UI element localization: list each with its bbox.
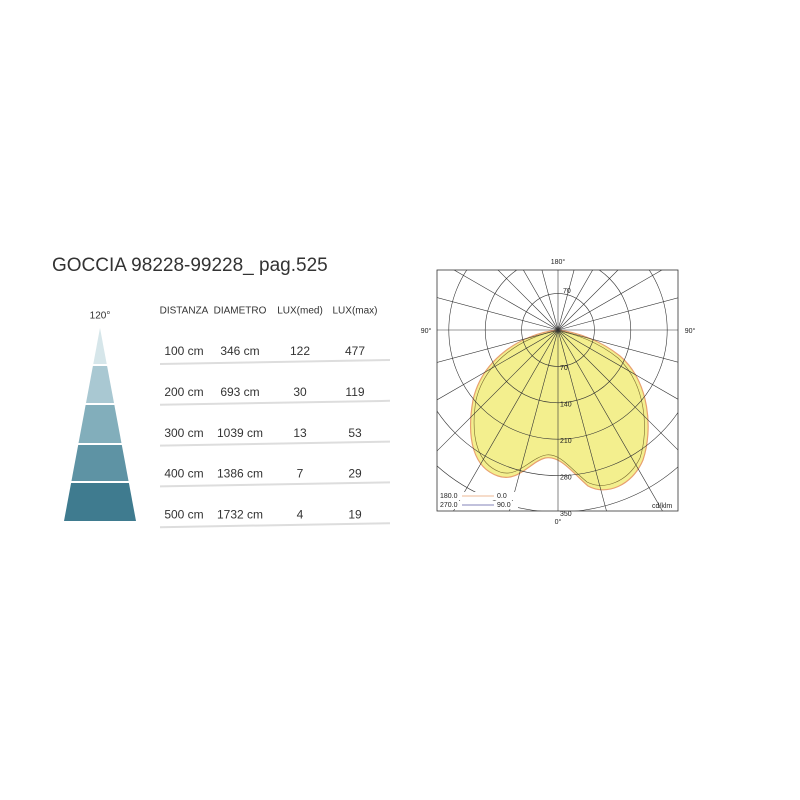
cell: 19 (348, 507, 362, 521)
cell: 300 cm (164, 426, 203, 440)
ring-label: 70 (560, 365, 568, 372)
radial (557, 329, 663, 511)
cell: 53 (348, 426, 362, 440)
beam-segment (93, 328, 107, 364)
cell: 100 cm (164, 344, 203, 358)
beam-segment (78, 405, 122, 443)
row-rule (160, 399, 390, 406)
column-header: LUX(med) (277, 306, 323, 317)
legend-label: 90.0 (497, 502, 511, 509)
radial (557, 297, 678, 331)
radial (557, 329, 607, 511)
unit: cd/klm (652, 503, 672, 510)
column-header: DISTANZA (160, 306, 209, 317)
radial (557, 270, 663, 331)
radial (557, 329, 678, 400)
radial (557, 329, 678, 451)
legend-label: 0.0 (497, 493, 507, 500)
light-distribution-line (473, 330, 645, 486)
cell: 477 (345, 344, 365, 358)
angle-label: 90° (685, 327, 696, 335)
cell: 30 (293, 385, 307, 399)
beam-cone (64, 328, 136, 521)
cell: 1039 cm (217, 426, 263, 440)
angle-label: 90° (421, 327, 432, 335)
column-header: DIAMETRO (214, 306, 267, 317)
ring-label: 210 (560, 438, 572, 445)
radial (453, 270, 559, 331)
cell: 1386 cm (217, 467, 263, 481)
beam-segment (71, 445, 129, 481)
cell: 346 cm (220, 344, 259, 358)
polar-labels: 180° 90° 90° 0° 70 cd/klm 70 140 210 280 350… (421, 258, 696, 526)
title: GOCCIA 98228-99228_ pag.525 (52, 255, 328, 276)
polar-grid (437, 270, 678, 511)
radial (523, 270, 559, 331)
cell: 7 (297, 467, 304, 481)
cell: 1732 cm (217, 507, 263, 521)
legend-label: 180.0 (440, 493, 458, 500)
cell: 500 cm (164, 507, 203, 521)
radial (509, 329, 559, 511)
beam-angle: 120° (90, 311, 111, 322)
cell: 13 (293, 426, 307, 440)
ring-label: 140 (560, 402, 572, 409)
light-distribution (470, 329, 649, 491)
angle-label: 180° (551, 258, 566, 266)
beam-segment (64, 483, 136, 521)
row-rule (160, 481, 390, 488)
radial (497, 270, 559, 331)
cell: 29 (348, 467, 362, 481)
cell: 693 cm (220, 385, 259, 399)
radial (437, 329, 559, 363)
row-rule (160, 440, 390, 447)
column-header: LUX(max) (332, 306, 377, 317)
table: DISTANZA DIAMETRO LUX(med) LUX(max) 100 cm 34… (160, 306, 390, 529)
row-rule (160, 359, 390, 365)
radial (557, 329, 678, 363)
row-rule (160, 522, 390, 529)
cell: 200 cm (164, 385, 203, 399)
cell: 119 (345, 385, 364, 399)
beam-segment (86, 366, 114, 403)
radial (437, 329, 559, 401)
ring-label: 350 (560, 511, 572, 518)
angle-label: 0° (555, 518, 562, 526)
cell: 4 (297, 507, 304, 521)
ring-label: 70 (563, 288, 571, 295)
radial (557, 270, 619, 331)
radial (557, 270, 593, 331)
cell: 122 (290, 344, 310, 358)
cell: 400 cm (164, 467, 203, 481)
ring-label: 280 (560, 474, 572, 481)
radial (437, 297, 559, 331)
legend-label: 270.0 (440, 502, 458, 509)
radial (437, 329, 559, 452)
